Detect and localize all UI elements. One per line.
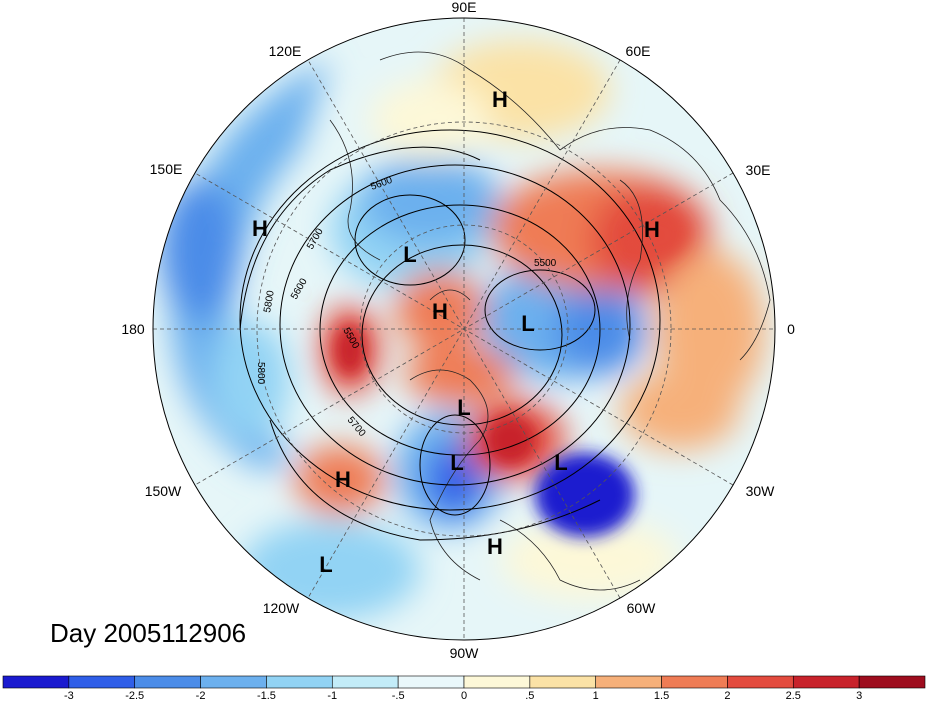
colorbar-label: -2.5 [125,690,144,702]
colorbar-label: 0 [461,690,467,702]
lon-label: 90W [450,645,480,661]
low-center: L [457,395,470,420]
colorbar-label: -1 [327,690,337,702]
high-center: H [644,217,660,242]
colorbar-label: 2.5 [786,690,801,702]
lon-label: 120E [269,43,302,59]
height-contours [239,129,661,541]
colorbar-label: 2 [724,690,730,702]
colorbar-swatch [397,675,465,689]
colorbar-swatch [331,675,399,689]
low-center: L [319,552,332,577]
lon-label: 30W [746,483,776,499]
lon-label: 90E [452,0,477,15]
lon-label: 60E [626,43,651,59]
lon-label: 120W [263,600,300,616]
colorbar-label: -1.5 [257,690,276,702]
high-center: H [252,216,268,241]
colorbar-label: -2 [196,690,206,702]
colorbar-label: 1.5 [654,690,669,702]
colorbar-label: -3 [64,690,74,702]
low-center: L [521,311,534,336]
pressure-centers: H H H H H H L L L L L L [252,87,660,577]
colorbar-swatch [858,675,926,689]
contour-label: 5800 [255,362,266,385]
colorbar-swatch [463,675,531,689]
high-center: H [432,299,448,324]
colorbar-swatch [727,675,794,689]
lon-label: 30E [746,162,771,178]
day-label: Day 2005112906 [50,618,247,648]
high-center: H [335,467,351,492]
contour-label: 5500 [534,258,557,269]
colorbar-swatch [661,675,728,689]
lon-label: 0 [787,321,795,337]
lon-label: 60W [627,600,657,616]
colorbar-swatch [200,675,267,689]
longitude-labels: 90E 60E 30E 0 30W 60W 90W 120W 150W 180 … [121,0,795,661]
colorbar-swatch [266,675,333,689]
colorbar-swatch [68,675,136,689]
colorbar-swatch [792,675,860,689]
colorbar: -3 -2.5 -2 -1.5 -1 -.5 0 .5 1 1.5 2 2.5 3 [2,675,926,702]
lon-label: 180 [121,321,145,337]
colorbar-swatch [2,675,70,689]
colorbar-label: -.5 [392,690,405,702]
colorbar-label: 1 [593,690,599,702]
map-boundary [152,17,776,641]
colorbar-swatch [529,675,597,689]
colorbar-label: 3 [856,690,862,702]
graticule [153,18,775,640]
colorbar-swatch [595,675,662,689]
lon-label: 150E [150,161,183,177]
low-center: L [403,242,416,267]
lon-label: 150W [145,483,182,499]
low-center: L [450,450,463,475]
high-center: H [492,87,508,112]
contour-label: 5800 [262,289,277,313]
colorbar-label: .5 [525,690,534,702]
low-center: L [554,450,567,475]
coastlines [329,51,771,591]
high-center: H [487,534,503,559]
colorbar-swatch [134,675,201,689]
